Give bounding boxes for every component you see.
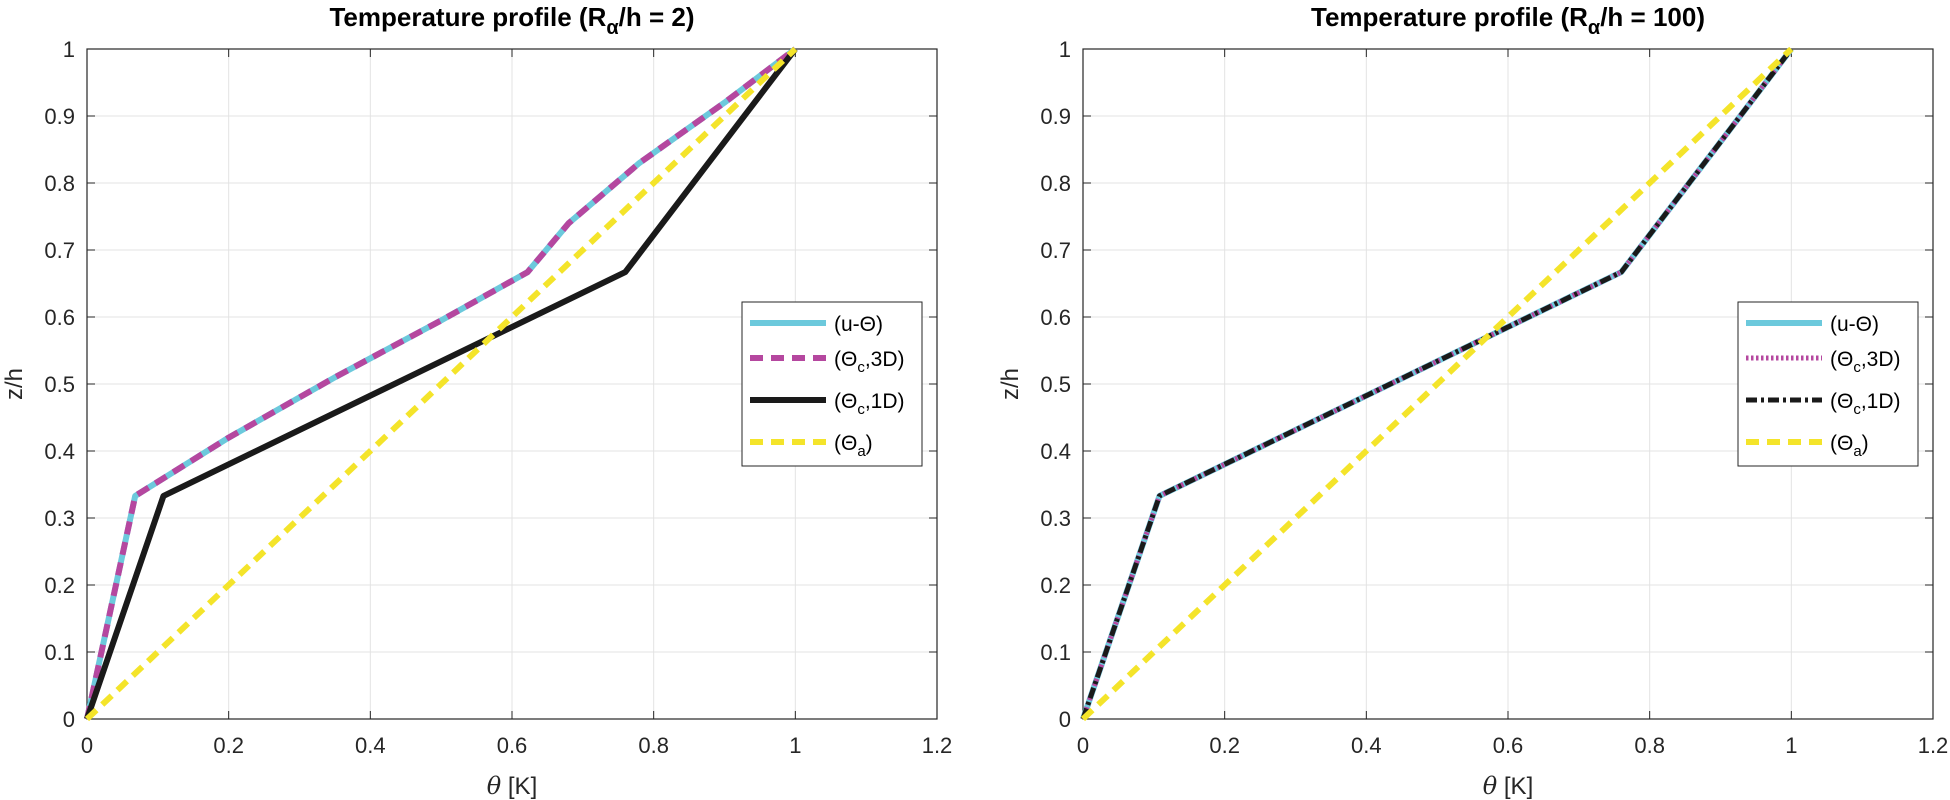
x-tick-label: 1.2	[922, 733, 953, 758]
series-line-magenta	[84, 46, 798, 720]
y-tick-label: 0.9	[1040, 104, 1071, 129]
legend-entry: (Θa)	[1746, 432, 1869, 460]
axes-box	[86, 48, 938, 720]
chart-right-plot-area: 0 0.2 0.4 0.6 0.8 1 1.2 0 0.1 0.2 0.3 0.4 0.5 0.6 0.7 0…	[1040, 37, 1948, 758]
legend-label: (Θc,1D)	[1830, 390, 1901, 418]
y-tick-label: 0.7	[1040, 238, 1071, 263]
x-tick-label: 1	[789, 733, 801, 758]
y-tick-label: 0.2	[1040, 573, 1071, 598]
legend-label: (Θa)	[1830, 432, 1869, 460]
series-line-yellow	[1080, 46, 1794, 722]
x-tick-label: 0.8	[638, 733, 669, 758]
x-tick-label: 0.6	[1493, 733, 1524, 758]
legend-entry: (u-Θ)	[1746, 313, 1879, 336]
x-tick-label: 0.6	[497, 733, 528, 758]
chart-left-legend: (u-Θ) (Θc,3D) (Θc,1D) (Θa)	[741, 301, 923, 467]
y-tick-label: 0.4	[44, 439, 75, 464]
x-tick-label: 0.4	[355, 733, 386, 758]
chart-left-plot-area: 0 0.2 0.4 0.6 0.8 1 1.2 0 0.1 0.2 0.3 0.4 0.5 0.6 0.7 0…	[44, 37, 952, 758]
legend-entry: (Θc,3D)	[750, 348, 905, 376]
legend-box	[741, 301, 923, 467]
y-tick-label: 0.6	[44, 305, 75, 330]
chart-left: Temperature profile (Rα/h = 2) 0 0.2 0.4 0.…	[1, 2, 952, 800]
chart-left-x-axis-label: θ [K]	[487, 772, 537, 800]
legend-entry: (Θa)	[750, 432, 873, 460]
legend-label: (Θa)	[834, 432, 873, 460]
y-tick-label: 1	[1059, 37, 1071, 62]
y-tick-label: 0.9	[44, 104, 75, 129]
x-tick-label: 1.2	[1918, 733, 1949, 758]
chart-right-y-axis-label: z/h	[997, 368, 1024, 400]
legend-entry: (Θc,3D)	[1746, 348, 1901, 376]
chart-right-x-axis-label: θ [K]	[1483, 772, 1533, 800]
y-tick-label: 0	[1059, 707, 1071, 732]
chart-right-legend: (u-Θ) (Θc,3D) (Θc,1D) (Θa)	[1737, 301, 1919, 467]
series-line-yellow	[84, 46, 798, 722]
chart-left-title: Temperature profile (Rα/h = 2)	[329, 2, 694, 39]
series-line-black	[84, 47, 798, 720]
y-tick-label: 0.1	[44, 640, 75, 665]
chart-left-y-axis-label: z/h	[1, 368, 28, 400]
y-tick-label: 0.7	[44, 238, 75, 263]
legend-label: (u-Θ)	[834, 313, 883, 336]
y-tick-label: 1	[63, 37, 75, 62]
y-tick-label: 0.8	[44, 171, 75, 196]
y-tick-label: 0.5	[1040, 372, 1071, 397]
x-tick-label: 0.4	[1351, 733, 1382, 758]
legend-entry: (Θc,1D)	[1746, 390, 1901, 418]
y-tick-label: 0.8	[1040, 171, 1071, 196]
x-tick-label: 0	[1077, 733, 1089, 758]
y-tick-label: 0.5	[44, 372, 75, 397]
legend-label: (Θc,3D)	[1830, 348, 1901, 376]
y-tick-label: 0.1	[1040, 640, 1071, 665]
legend-label: (Θc,1D)	[834, 390, 905, 418]
legend-entry: (Θc,1D)	[750, 390, 905, 418]
legend-entry: (u-Θ)	[750, 313, 883, 336]
chart-right: Temperature profile (Rα/h = 100) 0 0.2 0.4…	[997, 2, 1948, 800]
x-tick-label: 1	[1785, 733, 1797, 758]
series-line-black	[1080, 47, 1794, 720]
x-tick-label: 0	[81, 733, 93, 758]
y-tick-label: 0.3	[44, 506, 75, 531]
y-tick-label: 0.6	[1040, 305, 1071, 330]
legend-label: (Θc,3D)	[834, 348, 905, 376]
y-tick-label: 0.4	[1040, 439, 1071, 464]
legend-label: (u-Θ)	[1830, 313, 1879, 336]
y-tick-label: 0.2	[44, 573, 75, 598]
y-tick-label: 0	[63, 707, 75, 732]
legend-box	[1737, 301, 1919, 467]
x-tick-label: 0.2	[213, 733, 244, 758]
x-tick-label: 0.8	[1634, 733, 1665, 758]
y-tick-label: 0.3	[1040, 506, 1071, 531]
axes-box	[1082, 48, 1934, 720]
x-tick-label: 0.2	[1209, 733, 1240, 758]
chart-right-title: Temperature profile (Rα/h = 100)	[1311, 2, 1705, 39]
